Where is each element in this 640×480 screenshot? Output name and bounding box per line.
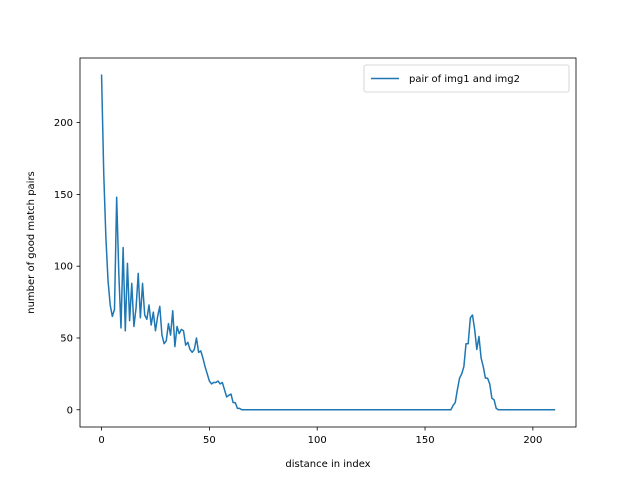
x-tick-label: 100: [308, 435, 327, 446]
legend-entry-label: pair of img1 and img2: [409, 74, 520, 85]
plot-area: [100, 74, 556, 411]
series-line-0: [100, 74, 556, 411]
x-axis-label: distance in index: [285, 459, 370, 470]
y-tick-label: 0: [67, 405, 73, 416]
y-axis: 0 50 100 150 200: [54, 118, 80, 416]
legend-box: [363, 64, 570, 93]
axes-frame: [79, 57, 577, 428]
y-tick-label: 200: [54, 118, 73, 129]
x-tick-label: 0: [98, 435, 104, 446]
y-tick-label: 100: [54, 262, 73, 273]
x-tick-label: 200: [523, 435, 542, 446]
x-tick-label: 150: [415, 435, 434, 446]
y-tick-label: 150: [54, 190, 73, 201]
x-axis: 0 50 100 150 200: [98, 427, 542, 446]
legend: pair of img1 and img2: [363, 64, 570, 93]
x-tick-label: 50: [203, 435, 216, 446]
y-axis-label: number of good match pairs: [26, 171, 37, 314]
y-tick-label: 50: [60, 333, 73, 344]
